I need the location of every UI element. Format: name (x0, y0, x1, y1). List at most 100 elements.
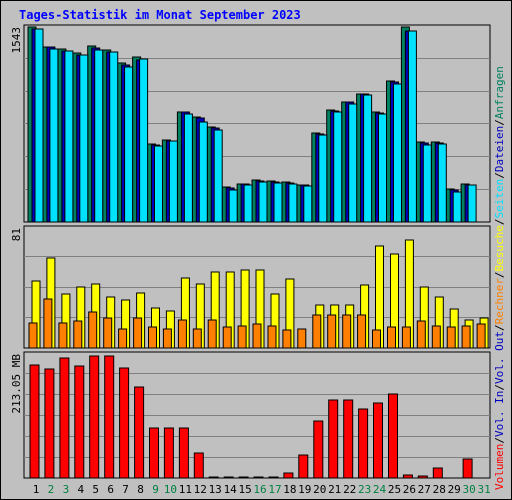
bar-hits-seiten-29 (452, 191, 462, 223)
bar-hits-seiten-27 (422, 144, 432, 223)
day-label-15: 15 (238, 483, 251, 496)
bar-volume-volumen-18 (283, 472, 294, 479)
bar-volume-volumen-23 (358, 408, 369, 479)
bar-volume-volumen-21 (328, 399, 339, 479)
bar-hits-seiten-20 (318, 134, 328, 223)
bar-volume-volumen-11 (178, 427, 189, 479)
bar-visits-rechner-17 (267, 325, 277, 349)
bar-visits-rechner-20 (312, 314, 322, 349)
bar-hits-seiten-2 (49, 48, 59, 223)
day-label-3: 3 (63, 483, 70, 496)
bar-volume-volumen-16 (253, 476, 264, 479)
bar-visits-rechner-9 (148, 326, 157, 349)
bar-volume-volumen-30 (462, 458, 473, 479)
legend-part-10: Seiten (493, 179, 506, 219)
bar-visits-rechner-19 (297, 328, 307, 349)
bar-hits-seiten-5 (94, 49, 104, 223)
bar-volume-volumen-8 (134, 386, 145, 479)
day-label-30: 30 (462, 483, 475, 496)
bar-hits-seiten-7 (124, 66, 134, 223)
bar-volume-volumen-5 (89, 355, 100, 479)
day-label-18: 18 (283, 483, 296, 496)
day-label-10: 10 (164, 483, 177, 496)
bar-visits-rechner-8 (133, 317, 143, 349)
bar-visits-rechner-22 (342, 314, 352, 349)
bar-hits-seiten-6 (109, 51, 119, 223)
bar-hits-seiten-22 (348, 103, 358, 223)
legend-part-3: / (493, 384, 506, 391)
bar-visits-rechner-3 (58, 322, 68, 349)
day-label-8: 8 (137, 483, 144, 496)
bar-hits-seiten-9 (154, 145, 163, 223)
bar-visits-rechner-21 (327, 314, 337, 349)
bar-volume-volumen-10 (163, 427, 174, 479)
bar-visits-rechner-18 (282, 329, 292, 349)
bar-visits-rechner-23 (357, 314, 367, 349)
bar-hits-seiten-16 (258, 181, 268, 223)
day-label-11: 11 (179, 483, 192, 496)
bar-volume-volumen-7 (119, 367, 130, 479)
legend-part-2: Vol. In (493, 391, 506, 437)
max-label-hits: 1543 (10, 27, 23, 54)
bar-visits-rechner-14 (222, 326, 232, 349)
bar-visits-rechner-30 (461, 325, 471, 349)
legend-part-9: / (493, 218, 506, 225)
bar-visits-rechner-2 (43, 298, 53, 349)
bar-visits-rechner-10 (162, 328, 172, 349)
legend-part-13: / (493, 119, 506, 126)
bar-hits-seiten-30 (467, 184, 477, 223)
day-label-13: 13 (209, 483, 222, 496)
bar-hits-seiten-3 (64, 50, 74, 223)
day-label-5: 5 (92, 483, 99, 496)
day-label-7: 7 (122, 483, 129, 496)
legend-part-5: / (493, 324, 506, 331)
bar-volume-volumen-24 (373, 402, 383, 479)
bar-hits-seiten-10 (168, 140, 178, 223)
bar-hits-seiten-4 (79, 54, 89, 223)
bar-visits-rechner-26 (401, 326, 411, 349)
day-label-31: 31 (477, 483, 490, 496)
day-label-17: 17 (268, 483, 281, 496)
day-label-1: 1 (33, 483, 40, 496)
bar-visits-rechner-4 (73, 320, 83, 349)
day-label-22: 22 (343, 483, 356, 496)
bar-visits-rechner-11 (177, 319, 187, 349)
bar-hits-seiten-19 (303, 185, 313, 223)
bar-volume-volumen-13 (208, 476, 219, 479)
bar-volume-volumen-20 (313, 420, 324, 479)
legend-part-8: Besuche (493, 225, 506, 271)
legend-part-4: Vol. Out (493, 331, 506, 384)
bar-volume-volumen-3 (59, 357, 70, 479)
day-label-19: 19 (298, 483, 311, 496)
bar-volume-volumen-9 (149, 427, 159, 479)
max-label-volume: 213.05 MB (10, 354, 23, 414)
day-label-9: 9 (152, 483, 159, 496)
day-label-21: 21 (328, 483, 341, 496)
bar-hits-seiten-25 (393, 83, 402, 223)
bar-visits-rechner-27 (416, 320, 426, 349)
bar-hits-seiten-15 (243, 184, 253, 223)
bar-visits-rechner-16 (252, 323, 262, 349)
legend-part-0: Volumen (493, 444, 506, 490)
bar-volume-volumen-26 (402, 474, 413, 479)
bar-volume-volumen-14 (223, 476, 234, 479)
bar-volume-volumen-4 (74, 365, 85, 479)
legend-part-7: / (493, 271, 506, 278)
day-label-4: 4 (77, 483, 84, 496)
day-label-25: 25 (388, 483, 401, 496)
bar-visits-rechner-31 (476, 323, 486, 349)
bar-hits-seiten-21 (333, 111, 343, 223)
day-label-14: 14 (224, 483, 238, 496)
bar-visits-rechner-7 (118, 328, 128, 349)
day-label-6: 6 (107, 483, 114, 496)
day-label-24: 24 (373, 483, 387, 496)
bar-volume-volumen-15 (238, 476, 249, 479)
bar-volume-volumen-2 (44, 368, 55, 479)
legend-part-12: Dateien (493, 126, 506, 172)
day-label-12: 12 (194, 483, 207, 496)
bar-hits-seiten-14 (228, 189, 238, 223)
bar-hits-seiten-23 (363, 94, 373, 223)
bar-volume-volumen-22 (343, 399, 354, 479)
bar-visits-rechner-25 (387, 326, 396, 349)
